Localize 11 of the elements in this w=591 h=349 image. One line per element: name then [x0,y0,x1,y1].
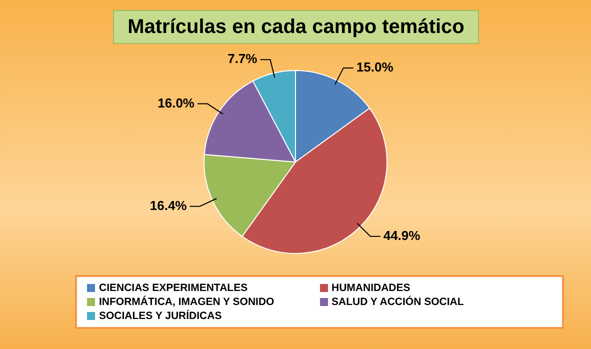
legend-label: CIENCIAS EXPERIMENTALES [99,282,248,294]
legend-label: INFORMÁTICA, IMAGEN Y SONIDO [99,296,274,308]
data-label: 15.0% [356,60,394,75]
data-label: 7.7% [228,51,258,66]
legend-label: SOCIALES Y JURÍDICAS [99,310,222,322]
chart-title: Matrículas en cada campo temático [113,10,479,44]
data-label: 16.4% [150,198,188,213]
legend-label: SALUD Y ACCIÓN SOCIAL [332,296,464,308]
data-label: 44.9% [383,228,421,243]
legend-label: HUMANIDADES [332,282,410,294]
data-label: 16.0% [158,95,195,110]
